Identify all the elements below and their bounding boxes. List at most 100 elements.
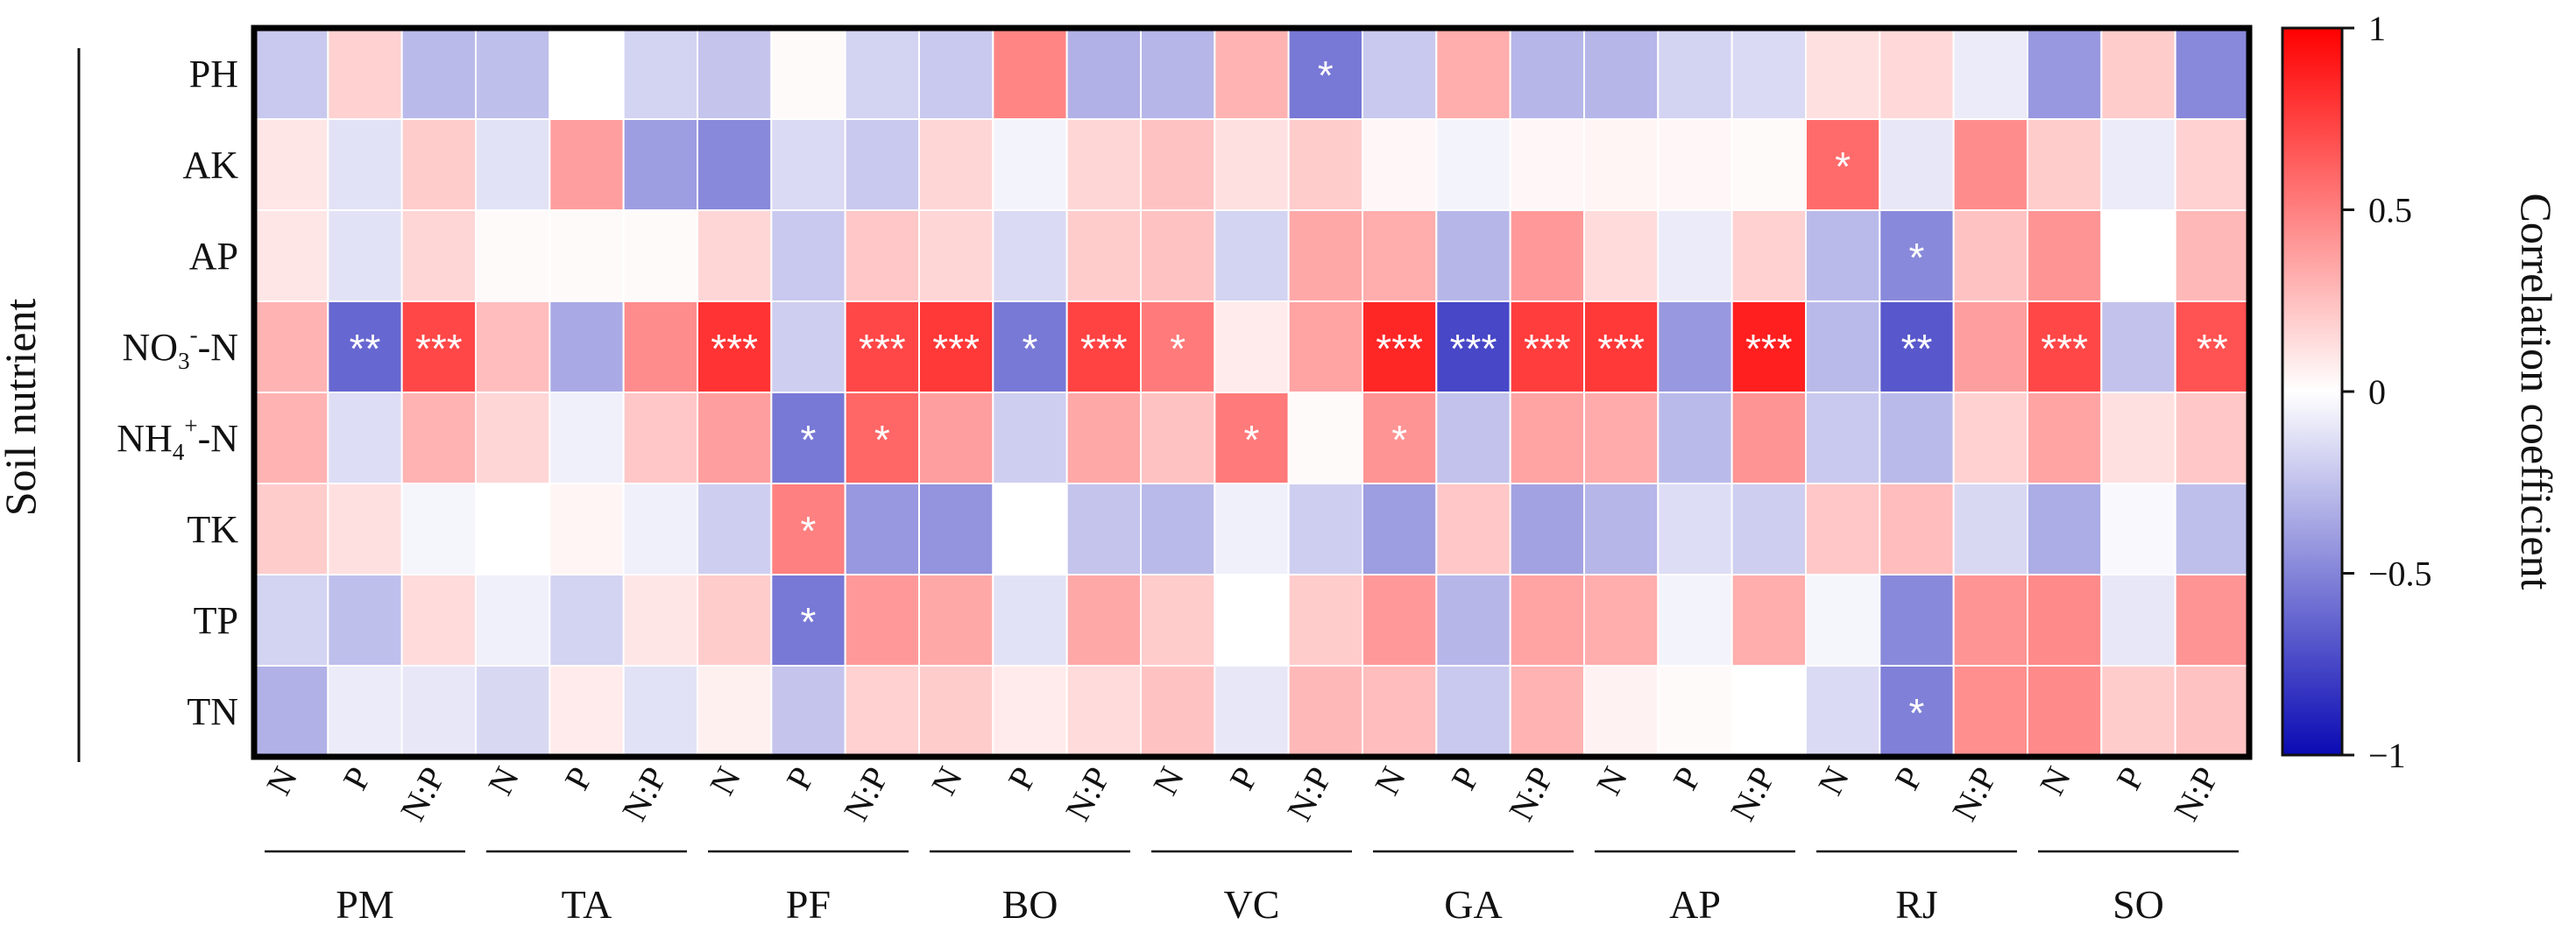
heatmap-cell bbox=[1657, 665, 1733, 758]
heatmap-cell bbox=[918, 392, 994, 484]
heatmap-cell bbox=[918, 483, 994, 575]
significance-marker: ** bbox=[2197, 326, 2228, 371]
heatmap-cell bbox=[400, 392, 477, 484]
row-label: PH bbox=[189, 53, 238, 95]
heatmap-cell bbox=[1657, 300, 1733, 393]
heatmap-cell bbox=[1509, 300, 1585, 393]
heatmap-cell bbox=[1805, 27, 1881, 120]
row-label: TK bbox=[187, 508, 238, 551]
heatmap-cell bbox=[1140, 118, 1216, 211]
colorbar-label: Correlation coefficient bbox=[2512, 193, 2561, 590]
group-label: PF bbox=[786, 882, 831, 927]
heatmap-cell bbox=[1214, 27, 1290, 120]
heatmap-cell bbox=[1730, 483, 1807, 575]
row-label: TN bbox=[187, 690, 238, 733]
heatmap-cell bbox=[1583, 300, 1660, 393]
heatmap-cell bbox=[1730, 392, 1807, 484]
heatmap-cell bbox=[1287, 209, 1363, 302]
heatmap-cell bbox=[1509, 483, 1585, 575]
heatmap-cell bbox=[1730, 665, 1807, 758]
group-label: TA bbox=[562, 882, 612, 927]
heatmap-cell bbox=[1435, 209, 1511, 302]
heatmap-cell bbox=[1362, 209, 1438, 302]
heatmap-cell bbox=[1509, 574, 1585, 667]
column-label: N:P bbox=[1723, 760, 1783, 827]
significance-marker: *** bbox=[932, 326, 980, 371]
significance-marker: *** bbox=[1524, 326, 1571, 371]
heatmap-cell bbox=[1362, 118, 1438, 211]
heatmap-cell bbox=[475, 665, 551, 758]
column-label: N bbox=[702, 760, 748, 801]
heatmap-cell bbox=[1879, 665, 1955, 758]
heatmap-cell bbox=[1214, 574, 1290, 667]
heatmap-cell bbox=[770, 300, 846, 393]
significance-marker: * bbox=[1318, 53, 1334, 98]
heatmap-cell bbox=[1140, 392, 1216, 484]
heatmap-cell bbox=[918, 665, 994, 758]
significance-marker: * bbox=[1835, 144, 1851, 189]
colorbar-tick-label: −1 bbox=[2368, 736, 2406, 775]
heatmap-cell bbox=[2100, 392, 2176, 484]
column-label: P bbox=[1443, 760, 1487, 796]
group-label: VC bbox=[1224, 882, 1280, 927]
heatmap-cell bbox=[400, 574, 477, 667]
heatmap-cell bbox=[2027, 392, 2103, 484]
heatmap-cell bbox=[400, 483, 477, 575]
heatmap-cell bbox=[1065, 483, 1142, 575]
heatmap-cell bbox=[1140, 27, 1216, 120]
row-label: AP bbox=[189, 235, 238, 278]
heatmap-cell bbox=[622, 574, 699, 667]
heatmap-cell bbox=[1287, 392, 1363, 484]
heatmap-cell bbox=[1140, 209, 1216, 302]
heatmap-cell bbox=[1065, 209, 1142, 302]
heatmap-cell bbox=[475, 27, 551, 120]
heatmap-cell bbox=[770, 27, 846, 120]
heatmap-cell bbox=[1362, 27, 1438, 120]
heatmap-cell bbox=[992, 392, 1068, 484]
heatmap-cell bbox=[400, 665, 477, 758]
heatmap-cell bbox=[327, 27, 403, 120]
heatmap-cell bbox=[253, 27, 329, 120]
column-label: N bbox=[1145, 760, 1192, 801]
heatmap-cell bbox=[475, 483, 551, 575]
heatmap-cell bbox=[1583, 118, 1660, 211]
heatmap-cell bbox=[1657, 209, 1733, 302]
heatmap-cell bbox=[2100, 118, 2176, 211]
heatmap-cell bbox=[548, 574, 625, 667]
heatmap-cell bbox=[992, 300, 1068, 393]
heatmap-cell bbox=[1435, 483, 1511, 575]
heatmap-cell bbox=[1435, 118, 1511, 211]
heatmap-cell bbox=[844, 27, 921, 120]
heatmap-cell bbox=[1952, 665, 2029, 758]
significance-marker: * bbox=[1391, 417, 1407, 462]
column-labels: N P N:P N P N:P N P N:P N P N:P N P N:P N P N:P N P N:P N P N:P… bbox=[258, 760, 2226, 827]
heatmap-cell bbox=[1065, 27, 1142, 120]
heatmap-cell bbox=[2100, 665, 2176, 758]
heatmap-cell bbox=[992, 665, 1068, 758]
heatmap-cell bbox=[327, 483, 403, 575]
heatmap-cell bbox=[1509, 118, 1585, 211]
heatmap-cell bbox=[475, 392, 551, 484]
heatmap-cell bbox=[2174, 392, 2251, 484]
group-label: RJ bbox=[1895, 882, 1938, 927]
heatmap-cell bbox=[918, 118, 994, 211]
significance-marker: *** bbox=[2041, 326, 2088, 371]
heatmap-cell bbox=[2174, 27, 2251, 120]
heatmap-cell bbox=[770, 118, 846, 211]
significance-marker: * bbox=[1023, 326, 1038, 371]
heatmap-cell bbox=[253, 574, 329, 667]
heatmap-cell bbox=[2027, 483, 2103, 575]
heatmap-cell bbox=[1805, 118, 1881, 211]
significance-marker: * bbox=[1244, 417, 1260, 462]
heatmap-cell bbox=[548, 665, 625, 758]
heatmap-cell bbox=[548, 118, 625, 211]
colorbar-tick-label: 0 bbox=[2368, 372, 2386, 412]
heatmap-cell bbox=[548, 483, 625, 575]
heatmap-cell bbox=[622, 209, 699, 302]
heatmap-cell bbox=[992, 209, 1068, 302]
heatmap-cell bbox=[2174, 209, 2251, 302]
heatmap-cell bbox=[697, 665, 773, 758]
heatmap-cell bbox=[918, 27, 994, 120]
heatmap-cell bbox=[400, 209, 477, 302]
heatmap-cell bbox=[1952, 118, 2029, 211]
